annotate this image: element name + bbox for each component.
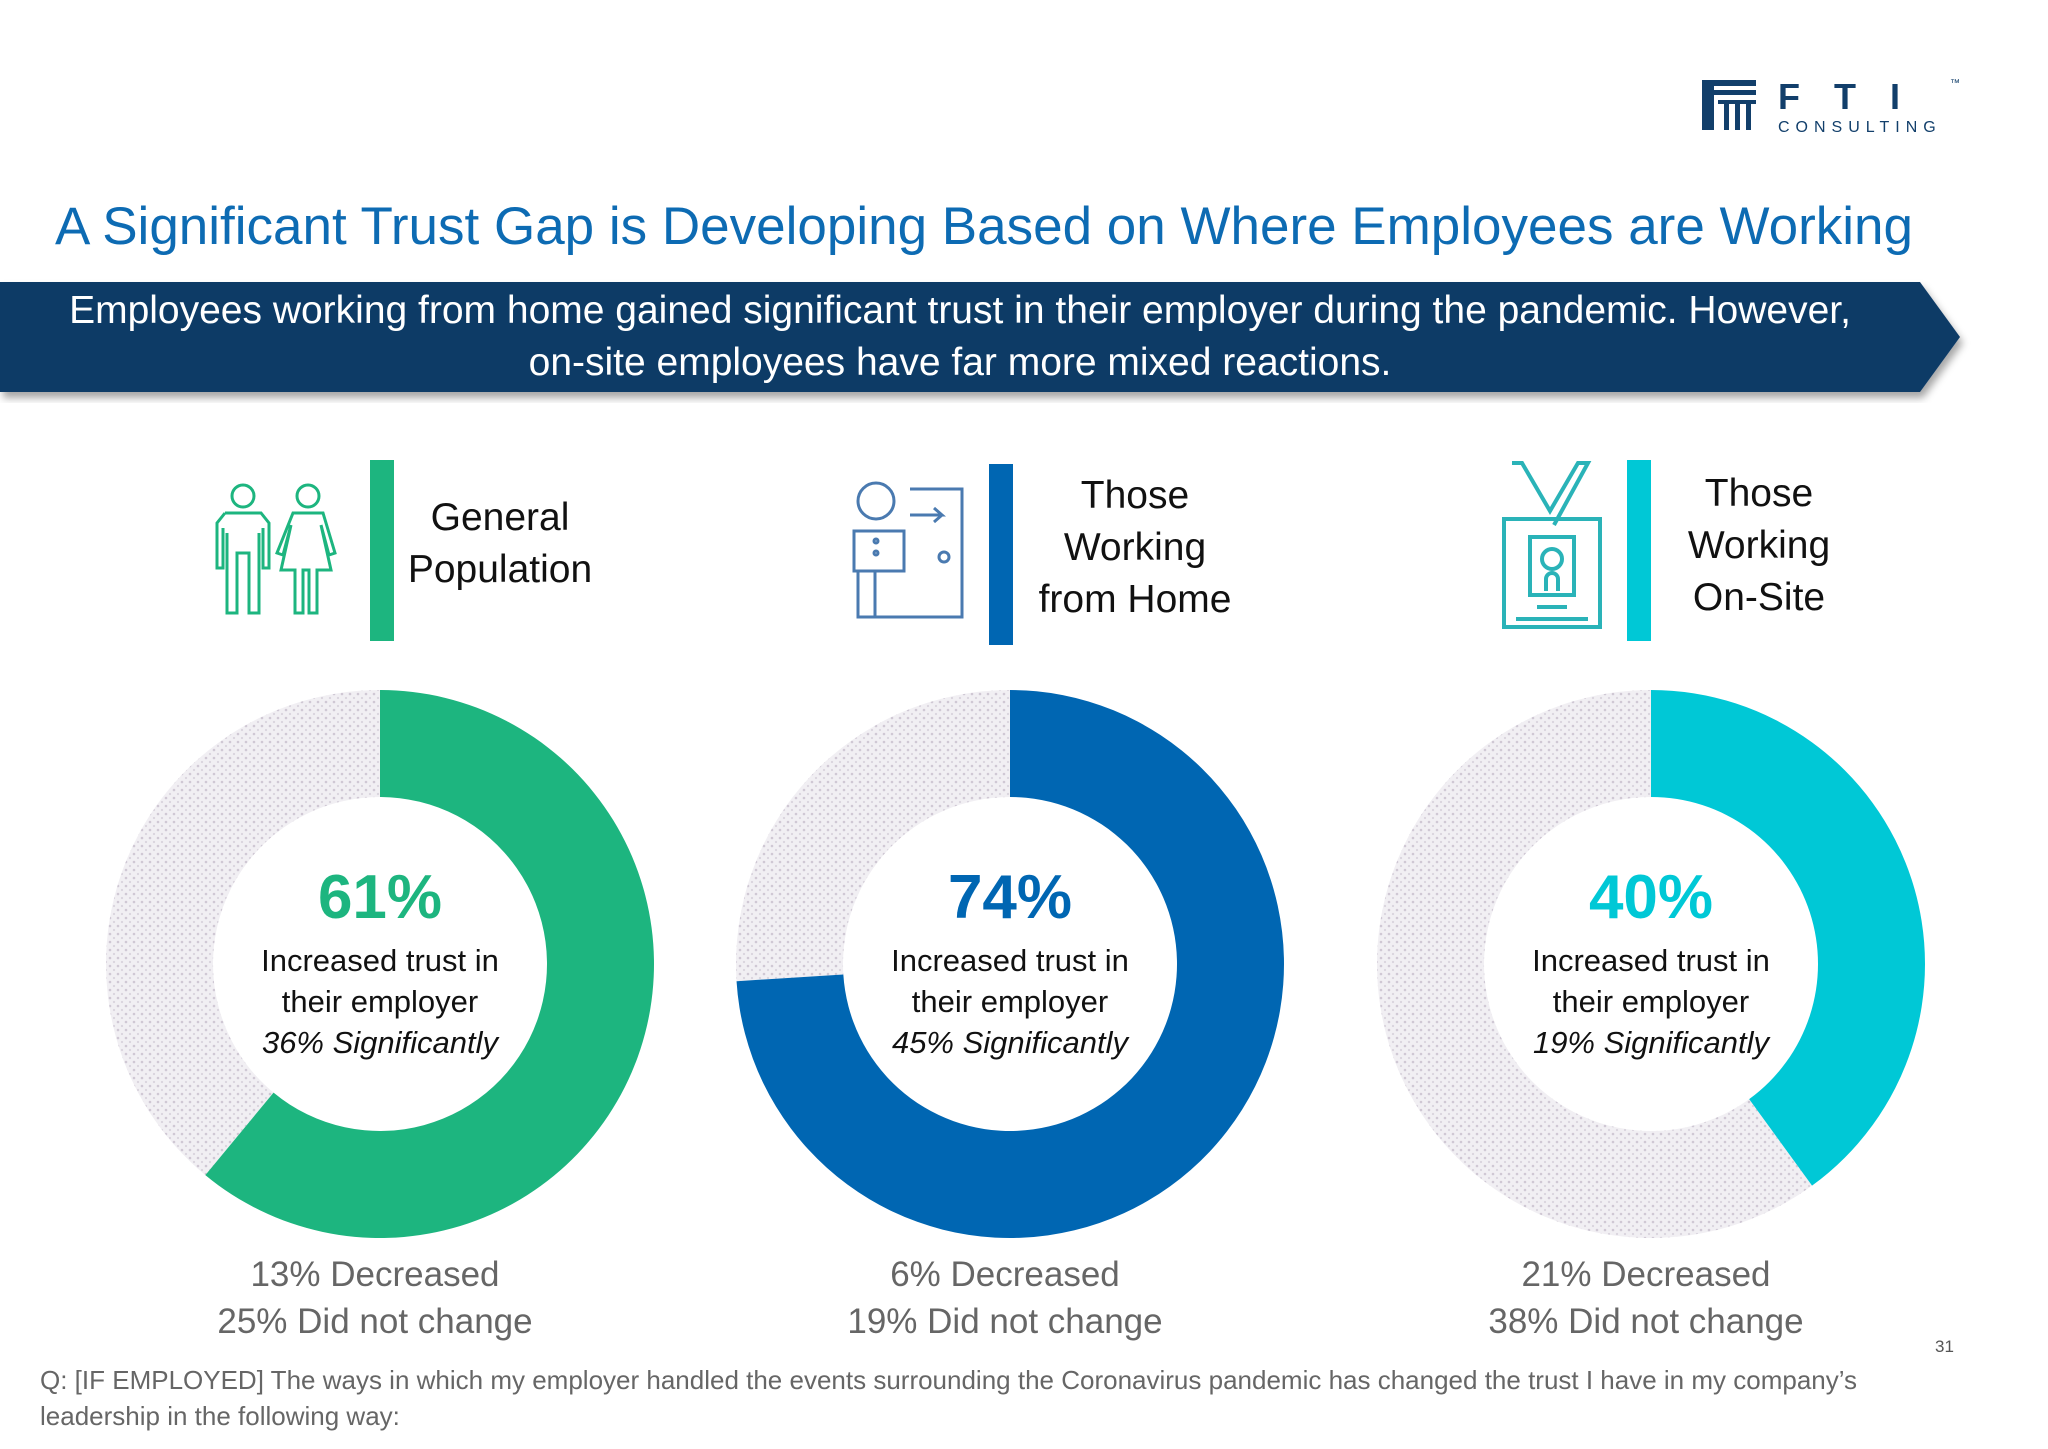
id-badge-icon — [1502, 461, 1602, 629]
donut-increased-arc — [736, 690, 1284, 1238]
survey-question-footnote: Q: [IF EMPLOYED] The ways in which my em… — [40, 1365, 1858, 1431]
donut-description: Increased trust in their employer 45% Si… — [810, 940, 1210, 1063]
segment-label-line: Population — [407, 548, 593, 591]
home-office-icon — [852, 481, 964, 619]
donut-increased-arc — [205, 690, 655, 1238]
segment-label-line: General — [430, 496, 570, 539]
no-change-text: 25% Did not change — [217, 1302, 533, 1341]
logo-tm: ™ — [1950, 78, 1960, 89]
fti-logo-mark — [1702, 80, 1756, 130]
donut-chart — [1377, 690, 1925, 1238]
donut-increased-arc — [1651, 690, 1925, 1186]
donut-arcs — [736, 690, 1284, 1238]
segment-label-line: Those — [1704, 472, 1814, 515]
logo-consulting: CONSULTING — [1778, 119, 1942, 136]
description-line-1: Increased trust in — [891, 943, 1129, 978]
segment-label-line: from Home — [1038, 578, 1232, 621]
other-responses: 6% Decreased 19% Did not change — [755, 1251, 1255, 1345]
segment-color-bar — [1627, 460, 1651, 641]
donut-remainder-arc — [105, 690, 380, 1176]
description-line-1: Increased trust in — [1532, 943, 1770, 978]
segment-label: Those Working On-Site — [1629, 468, 1889, 624]
logo-letters: F T I — [1778, 76, 1912, 117]
segment-label: Those Working from Home — [1005, 470, 1265, 626]
no-change-text: 38% Did not change — [1488, 1302, 1804, 1341]
other-responses: 13% Decreased 25% Did not change — [125, 1251, 625, 1345]
donut-chart — [105, 690, 655, 1238]
people-icon — [215, 483, 337, 615]
increased-percent: 61% — [317, 863, 443, 932]
description-line-2: their employer — [911, 984, 1109, 1019]
donut-description: Increased trust in their employer 36% Si… — [180, 940, 580, 1063]
segment-label: General Population — [370, 492, 630, 596]
segment-color-bar — [989, 464, 1013, 645]
donut-arcs — [1377, 690, 1925, 1238]
fti-logo: F T I ™ CONSULTING — [1702, 78, 1962, 140]
decreased-text: 13% Decreased — [250, 1255, 500, 1294]
description-line-2: their employer — [281, 984, 479, 1019]
page-number: 31 — [1935, 1337, 1954, 1356]
increased-percent: 40% — [1588, 863, 1714, 932]
other-responses: 21% Decreased 38% Did not change — [1396, 1251, 1896, 1345]
increased-percent: 74% — [947, 863, 1073, 932]
segment-color-bar — [370, 460, 394, 641]
description-line-2: their employer — [1552, 984, 1750, 1019]
significantly-text: 36% Significantly — [261, 1025, 499, 1060]
segment-label-line: Working — [1063, 526, 1207, 569]
banner-line-2: on-site employees have far more mixed re… — [528, 341, 1392, 384]
significantly-text: 19% Significantly — [1532, 1025, 1770, 1060]
donut-chart — [736, 690, 1284, 1238]
no-change-text: 19% Did not change — [847, 1302, 1163, 1341]
segment-label-line: Working — [1687, 524, 1831, 567]
banner-arrow — [0, 282, 1960, 392]
donut-arcs — [105, 690, 655, 1238]
donut-description: Increased trust in their employer 19% Si… — [1451, 940, 1851, 1063]
slide-title: A Significant Trust Gap is Developing Ba… — [55, 197, 1913, 256]
banner-text: Employees working from home gained signi… — [0, 285, 1920, 389]
significantly-text: 45% Significantly — [891, 1025, 1129, 1060]
segment-label-line: On-Site — [1692, 576, 1826, 619]
description-line-1: Increased trust in — [261, 943, 499, 978]
decreased-text: 21% Decreased — [1521, 1255, 1771, 1294]
donut-remainder-arc — [736, 690, 1010, 982]
segment-label-line: Those — [1080, 474, 1190, 517]
donut-remainder-arc — [1377, 690, 1813, 1238]
decreased-text: 6% Decreased — [890, 1255, 1120, 1294]
banner-line-1: Employees working from home gained signi… — [69, 289, 1851, 332]
